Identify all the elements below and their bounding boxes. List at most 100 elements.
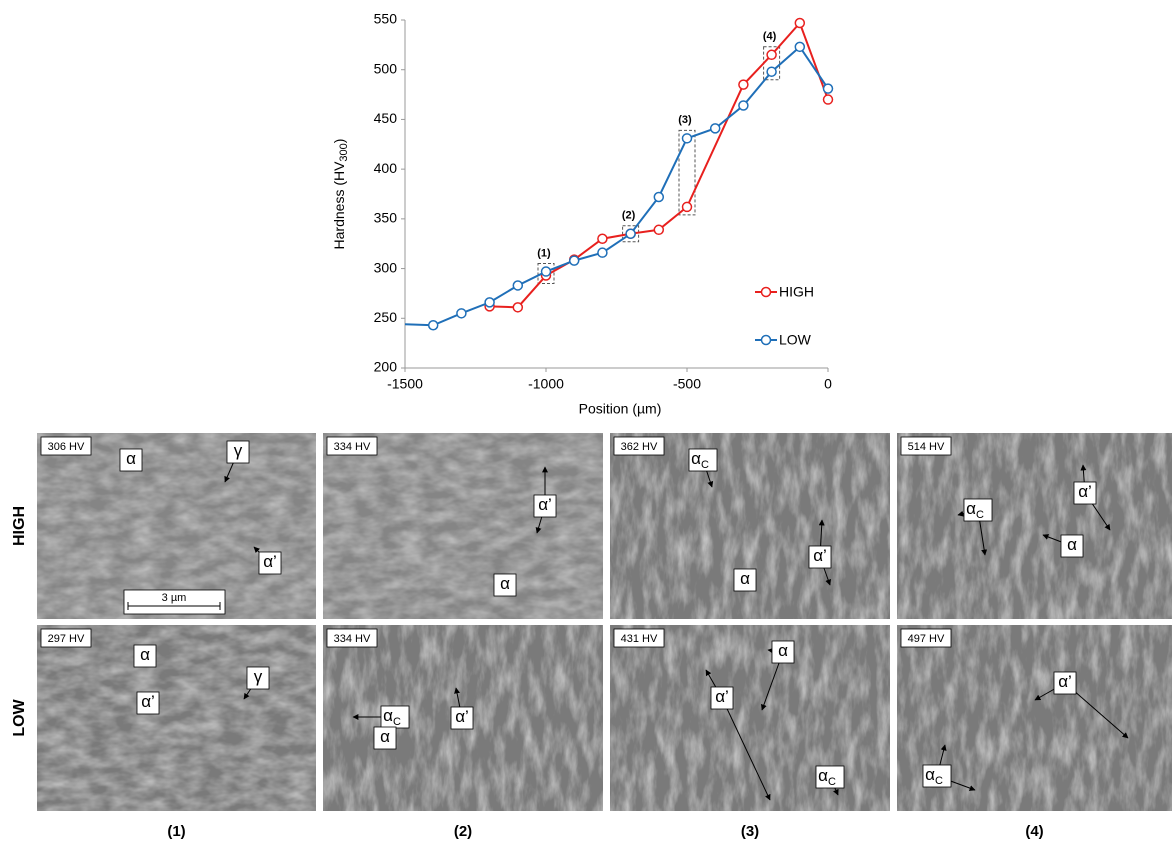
phase-text: α’: [263, 552, 277, 571]
hardness-label: 497 HV: [908, 633, 945, 645]
phase-label: γ: [234, 441, 243, 460]
phase-text: γ: [254, 667, 263, 686]
annotation-label: (2): [622, 210, 636, 222]
annotation-box: [537, 263, 555, 285]
data-point: [766, 66, 777, 77]
series-line: [489, 21, 829, 309]
annotation-label: (1): [537, 247, 551, 259]
hardness-label: 306 HV: [48, 441, 85, 453]
data-point: [625, 228, 636, 240]
annotation-label: (3): [678, 114, 692, 126]
y-tick-label: 400: [374, 160, 398, 176]
phase-text: γ: [234, 441, 243, 460]
phase-text: α’: [715, 687, 729, 706]
phase-box: [246, 666, 270, 690]
phase-text: α: [740, 569, 750, 588]
legend-label: LOW: [779, 332, 812, 348]
x-tick-label: 0: [824, 376, 832, 392]
column-label: (1): [167, 823, 185, 840]
y-tick-label: 500: [374, 60, 398, 76]
hardness-box: [326, 436, 378, 456]
data-point: [597, 233, 608, 244]
data-point: [794, 17, 806, 29]
micrograph-texture: [37, 433, 316, 619]
phase-box: [771, 640, 795, 664]
data-point: [822, 83, 834, 94]
y-tick-label: 350: [374, 210, 398, 226]
hardness-box: [900, 628, 952, 648]
phase-label: α: [1067, 535, 1077, 554]
phase-label: α’: [1078, 482, 1092, 501]
phase-box: [133, 644, 157, 668]
y-axis-label-end: ): [331, 139, 347, 144]
hardness-box: [40, 628, 92, 648]
data-point: [653, 191, 665, 203]
phase-label: α’: [538, 495, 552, 514]
row-label: LOW: [11, 698, 28, 736]
micrograph-texture: [897, 433, 1172, 619]
y-axis-label-sub: 300: [338, 143, 350, 161]
phase-box: [373, 726, 397, 750]
y-tick-label: 250: [374, 309, 398, 325]
phase-box: [258, 551, 282, 575]
phase-sub: C: [828, 776, 836, 788]
phase-label: α’: [813, 546, 827, 565]
phase-label: α: [380, 727, 390, 746]
phase-text: α: [383, 706, 393, 725]
phase-text: α’: [1078, 482, 1092, 501]
phase-label: γ: [254, 667, 263, 686]
phase-label: α: [500, 574, 510, 593]
data-point: [709, 123, 721, 134]
phase-box: [963, 498, 993, 522]
phase-label: α: [126, 449, 136, 468]
phase-box: [136, 691, 160, 715]
phase-label: αC: [966, 499, 984, 520]
phase-text: α: [500, 574, 510, 593]
data-point: [681, 133, 693, 144]
data-point: [653, 224, 665, 236]
column-label: (2): [454, 823, 472, 840]
column-label: (4): [1025, 823, 1043, 840]
annotation-box: [678, 129, 696, 216]
x-axis-label: Position (µm): [579, 401, 662, 417]
phase-label: αC: [383, 706, 401, 727]
phase-label: α’: [715, 687, 729, 706]
data-point: [794, 41, 806, 53]
phase-label: α’: [455, 707, 469, 726]
y-axis-label: Hardness (HV300): [331, 139, 350, 250]
y-tick-label: 550: [374, 11, 398, 27]
phase-text: α: [1067, 535, 1077, 554]
micrograph-texture: [37, 625, 316, 811]
phase-label: α: [140, 645, 150, 664]
phase-box: [450, 706, 474, 730]
hardness-label: 514 HV: [908, 441, 945, 453]
phase-box: [226, 440, 250, 464]
series-line: [404, 45, 829, 327]
scale-box: [123, 589, 226, 615]
phase-label: α: [778, 641, 788, 660]
x-tick-label: -1500: [387, 376, 423, 392]
data-point: [738, 100, 749, 111]
legend-marker: [760, 286, 772, 298]
phase-sub: C: [701, 459, 709, 471]
phase-label: α’: [1058, 672, 1072, 691]
phase-text: α: [818, 766, 828, 785]
hardness-box: [900, 436, 952, 456]
phase-box: [922, 764, 952, 788]
phase-text: α: [966, 499, 976, 518]
data-point: [738, 79, 749, 90]
arrow: [721, 697, 771, 801]
y-tick-label: 200: [374, 359, 398, 375]
hardness-box: [613, 436, 665, 456]
y-axis-label-text: Hardness (HV: [331, 161, 347, 250]
data-point: [512, 302, 524, 313]
data-point: [484, 297, 495, 308]
phase-box: [1073, 481, 1097, 505]
hardness-box: [326, 628, 378, 648]
phase-text: α’: [141, 692, 155, 711]
data-point: [681, 201, 693, 213]
phase-box: [815, 765, 845, 789]
data-point: [512, 280, 524, 291]
phase-box: [119, 448, 143, 472]
